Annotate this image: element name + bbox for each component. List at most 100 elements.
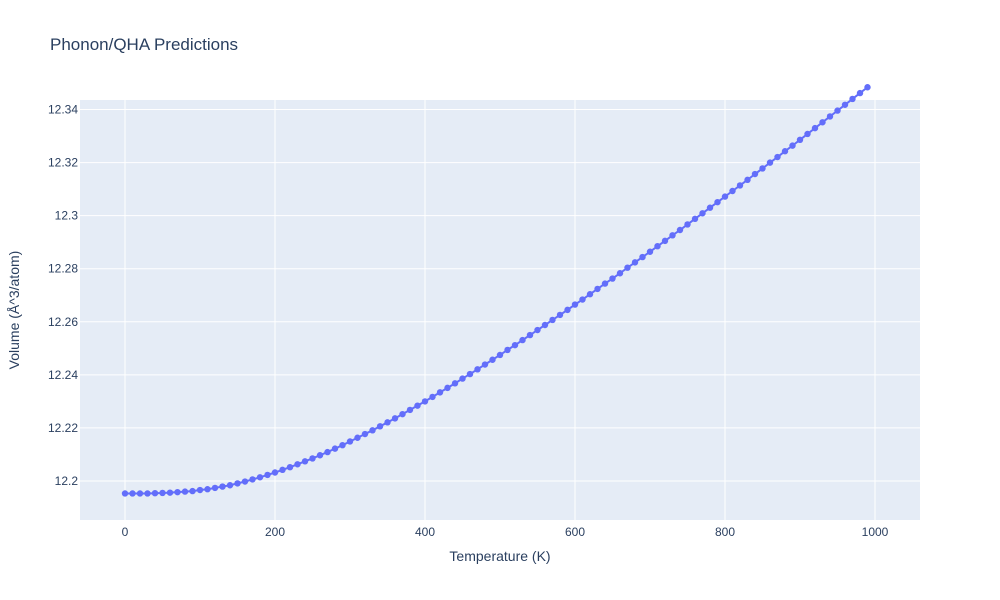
data-point: [399, 410, 406, 418]
data-point: [826, 113, 834, 120]
data-point: [819, 119, 826, 126]
y-axis-title: Volume (Å^3/atom): [6, 251, 22, 370]
data-point: [684, 221, 691, 228]
data-point: [504, 346, 511, 354]
y-tick-label: 12.32: [48, 156, 78, 170]
data-point: [219, 483, 226, 490]
data-point: [646, 248, 654, 255]
data-point: [541, 321, 549, 329]
data-point: [834, 107, 841, 114]
x-tick-label: 0: [122, 525, 129, 539]
x-tick-label: 600: [565, 525, 585, 539]
data-point: [309, 455, 316, 462]
data-point: [856, 89, 864, 97]
data-point: [174, 488, 181, 496]
data-point: [489, 356, 496, 363]
x-tick-labels: 0 200 400 600 800 1000: [122, 525, 889, 539]
data-point: [864, 84, 871, 91]
data-point: [451, 380, 459, 387]
data-point: [616, 270, 624, 277]
data-point: [466, 370, 474, 378]
data-point: [376, 423, 384, 430]
data-point: [226, 482, 234, 489]
data-point: [736, 182, 744, 189]
data-point: [721, 193, 729, 200]
data-point: [774, 153, 781, 161]
x-tick-label: 800: [715, 525, 735, 539]
data-point: [706, 204, 714, 211]
data-point: [256, 474, 264, 481]
data-point: [301, 458, 309, 465]
data-point: [166, 489, 174, 496]
plot-area: [80, 100, 920, 520]
series-line: [125, 86, 869, 495]
chart-title: Phonon/QHA Predictions: [50, 35, 238, 54]
data-point: [211, 484, 219, 492]
data-point: [354, 434, 361, 441]
data-point: [181, 488, 189, 495]
data-point: [264, 471, 271, 479]
data-point: [391, 415, 399, 422]
data-point: [534, 326, 541, 334]
data-point: [631, 259, 639, 266]
data-point: [759, 165, 766, 172]
data-point: [271, 469, 279, 476]
data-point: [639, 253, 646, 261]
data-point: [346, 438, 354, 445]
data-point: [751, 170, 759, 178]
data-point: [781, 148, 789, 155]
data-point: [241, 478, 249, 485]
data-point: [459, 375, 466, 382]
data-point: [361, 430, 369, 438]
data-point: [136, 490, 144, 497]
data-point: [594, 285, 601, 293]
data-point: [481, 361, 489, 368]
data-point: [549, 316, 556, 324]
data-point: [676, 226, 684, 234]
data-point: [564, 306, 571, 314]
y-tick-label: 12.2: [55, 474, 79, 488]
data-point: [406, 406, 414, 414]
data-point: [204, 486, 211, 493]
x-tick-label: 200: [265, 525, 285, 539]
data-point: [496, 351, 504, 359]
data-points: [121, 84, 871, 497]
y-tick-label: 12.28: [48, 262, 78, 276]
data-point: [601, 280, 609, 287]
x-tick-label: 1000: [862, 525, 889, 539]
data-point: [624, 264, 631, 271]
data-point: [234, 480, 241, 487]
data-point: [249, 476, 256, 483]
data-point: [294, 461, 301, 468]
data-point: [714, 198, 721, 206]
data-point: [669, 232, 676, 239]
data-point: [804, 130, 811, 138]
data-point: [766, 159, 774, 166]
data-point: [841, 101, 849, 108]
y-tick-label: 12.3: [55, 209, 79, 223]
data-point: [556, 311, 564, 319]
data-point: [144, 490, 151, 497]
data-point: [324, 448, 331, 456]
data-point: [699, 210, 706, 217]
y-tick-label: 12.26: [48, 315, 78, 329]
data-point: [511, 341, 519, 349]
data-point: [796, 136, 804, 143]
data-point: [526, 331, 534, 339]
data-point: [286, 464, 294, 471]
data-point: [789, 142, 796, 149]
data-point: [369, 427, 376, 434]
data-point: [129, 490, 136, 497]
data-point: [414, 402, 421, 409]
data-point: [316, 452, 324, 459]
x-tick-label: 400: [415, 525, 435, 539]
data-point: [729, 187, 736, 195]
data-point: [159, 489, 166, 497]
y-tick-label: 12.24: [48, 368, 78, 382]
data-point: [384, 419, 391, 426]
data-point: [744, 176, 751, 184]
data-point: [849, 95, 856, 103]
grid-lines: [80, 100, 920, 520]
y-tick-label: 12.22: [48, 421, 78, 435]
